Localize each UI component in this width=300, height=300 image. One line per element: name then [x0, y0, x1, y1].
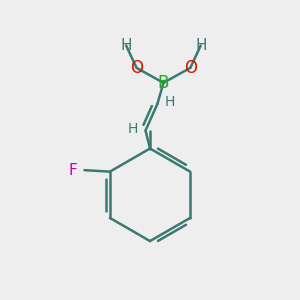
Text: H: H	[120, 38, 132, 53]
Text: O: O	[184, 59, 197, 77]
Text: F: F	[68, 163, 77, 178]
Text: O: O	[130, 59, 143, 77]
Text: B: B	[158, 74, 169, 92]
Text: H: H	[165, 95, 175, 109]
Text: H: H	[195, 38, 206, 53]
Text: H: H	[128, 122, 138, 136]
